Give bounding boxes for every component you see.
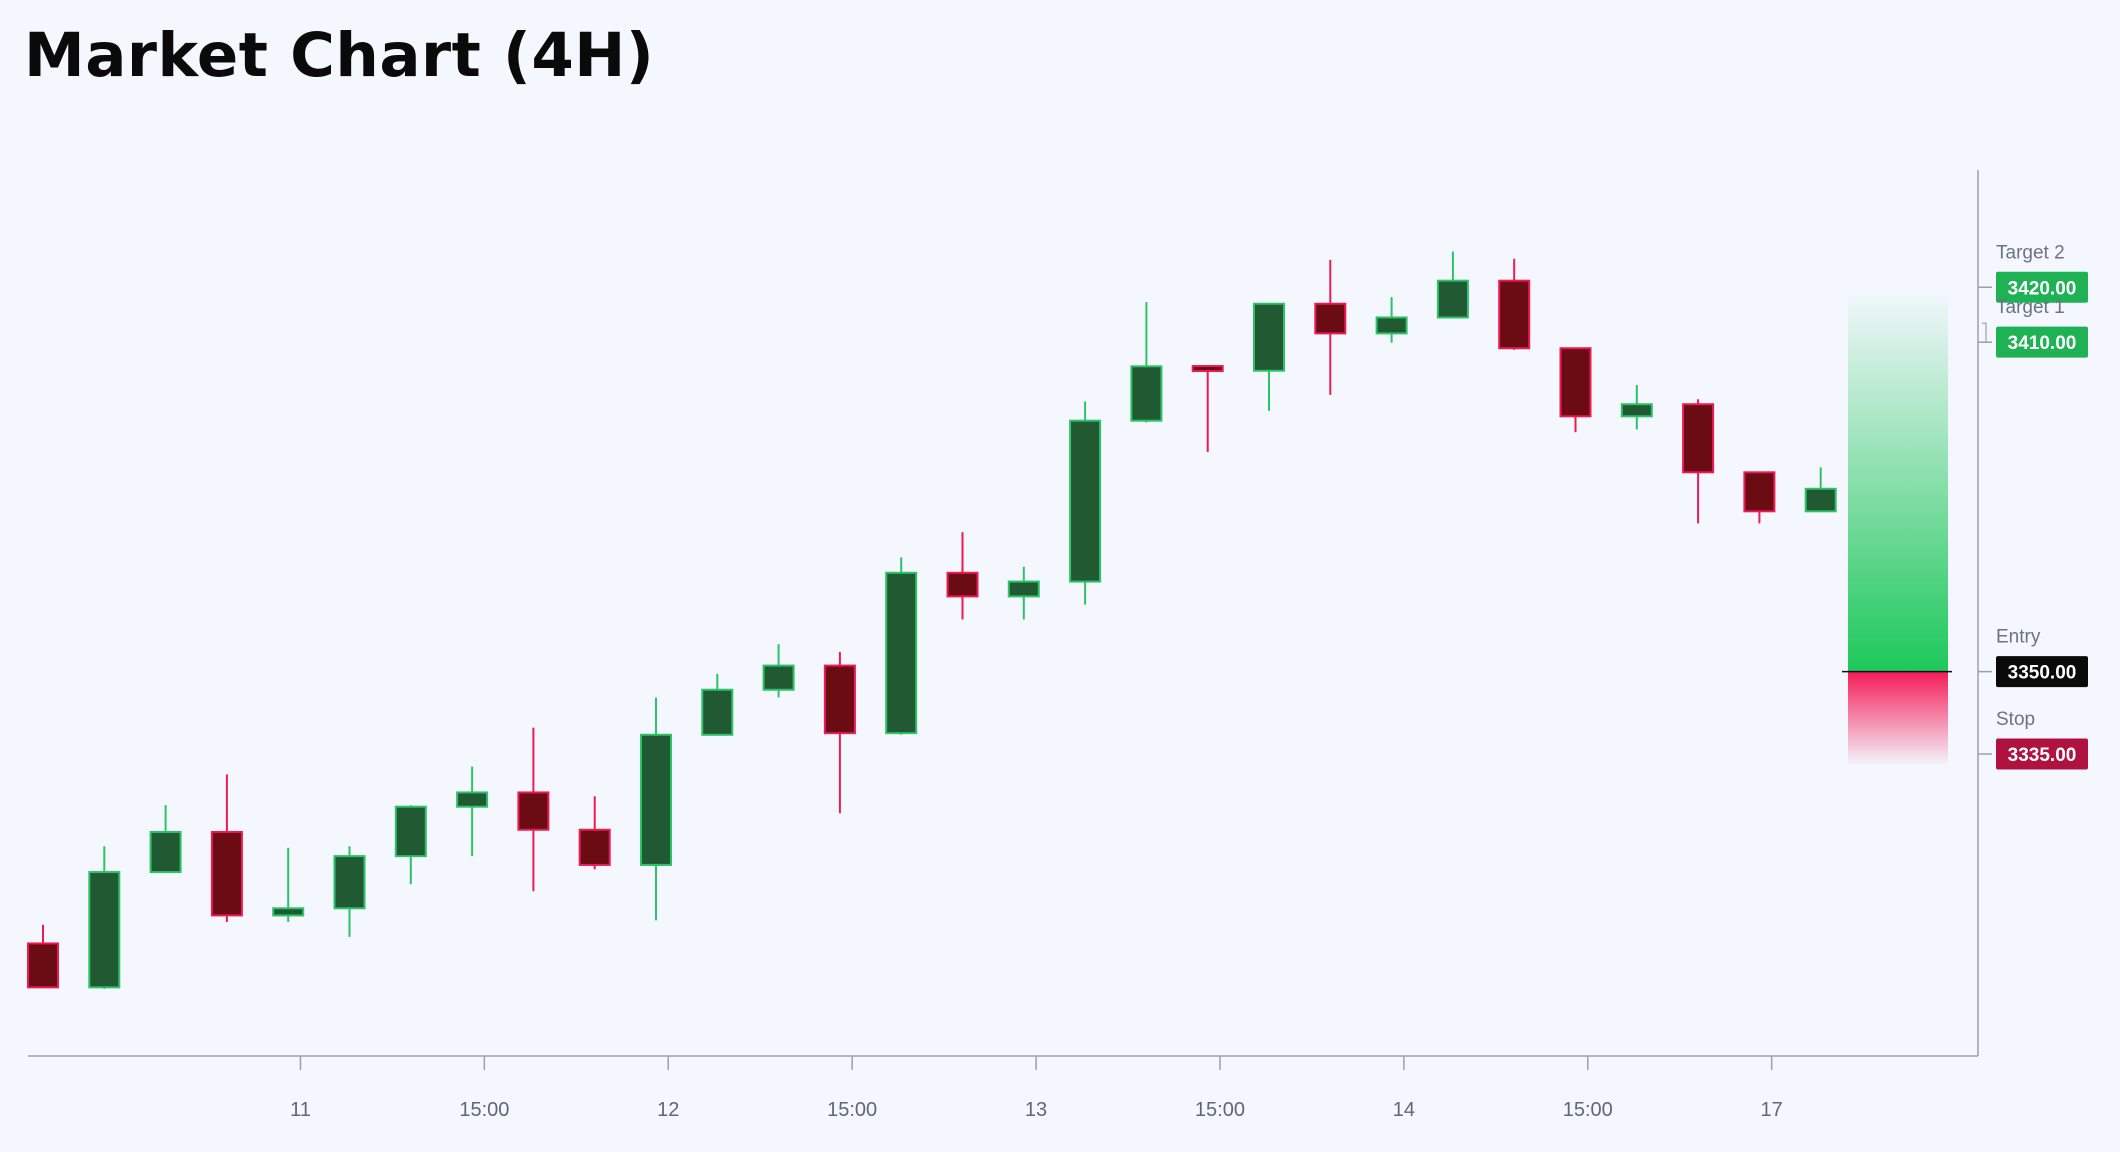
candle-up (272, 847, 305, 923)
candle-down (1682, 399, 1715, 524)
candle-body (1559, 347, 1592, 418)
candle-up (149, 805, 182, 874)
candle-body (1498, 279, 1531, 350)
candle-down (1314, 259, 1347, 395)
candles (27, 251, 1837, 990)
level-stop: Stop 3335.00 (1978, 709, 2088, 770)
candle-body (517, 791, 550, 831)
candle-up (1620, 385, 1653, 430)
candle-body (946, 571, 979, 598)
level-name: Entry (1996, 627, 2041, 648)
candle-down (823, 651, 856, 814)
candle-body (1191, 365, 1224, 373)
chart-title: Market Chart (4H) (24, 20, 655, 91)
candle-body (272, 907, 305, 917)
loss-zone (1848, 671, 1948, 764)
level-entry: Entry 3350.00 (1978, 627, 2088, 688)
level-name: Target 1 (1996, 297, 2065, 318)
level-price-label: 3420.00 (2008, 278, 2077, 299)
level-price-label: 3410.00 (2008, 333, 2077, 354)
candle-body (149, 830, 182, 874)
candle-body (1253, 302, 1285, 372)
candle-down (946, 532, 979, 620)
candle-up (333, 846, 366, 937)
candle-up (1804, 467, 1837, 513)
x-tick-label: 15:00 (1563, 1099, 1613, 1121)
candle-body (1436, 279, 1469, 319)
level-price-badge (1996, 738, 2088, 770)
candle-body (701, 688, 734, 736)
candle-down (1743, 471, 1776, 524)
candle-body (394, 805, 427, 858)
level-target: Target 2 3420.00 (1978, 242, 2088, 303)
x-tick-label: 13 (1025, 1099, 1047, 1121)
candle-body (27, 942, 59, 989)
candle-up (1436, 251, 1469, 319)
candle-body (88, 871, 121, 989)
candle-up (701, 673, 734, 736)
candle-body (1620, 403, 1653, 418)
profit-zone (1848, 295, 1948, 672)
level-target: Target 1 3410.00 (1978, 297, 2088, 358)
candle-up (456, 766, 489, 857)
chart-axes: 11 15:00 12 15:00 13 15:00 14 15:00 17 (28, 170, 1979, 1121)
candle-down (27, 924, 59, 989)
candle-down (1559, 347, 1592, 433)
candle-body (1130, 365, 1163, 422)
target-connector (1982, 322, 1992, 343)
candle-up (885, 557, 918, 735)
level-name: Target 2 (1996, 242, 2065, 263)
candle-body (1007, 580, 1040, 598)
level-name: Stop (1996, 709, 2035, 730)
x-tick-label: 15:00 (459, 1099, 509, 1121)
candle-body (578, 828, 611, 866)
candle-up (1069, 401, 1102, 605)
x-tick-label: 11 (290, 1099, 311, 1121)
candle-down (210, 774, 243, 923)
candle-body (333, 855, 366, 910)
candle-up (88, 846, 121, 990)
candle-body (1743, 471, 1776, 513)
candle-down (1498, 258, 1531, 350)
x-tick-label: 15:00 (1195, 1099, 1245, 1121)
candle-body (885, 571, 918, 735)
candle-up (1130, 302, 1163, 423)
candle-body (640, 733, 672, 866)
candle-body (762, 664, 795, 691)
candle-up (762, 644, 795, 698)
candle-body (1314, 302, 1347, 335)
candle-down (1191, 365, 1224, 452)
x-tick-label: 15:00 (827, 1099, 877, 1121)
candle-down (578, 796, 611, 870)
candle-down (517, 727, 550, 892)
level-price-badge (1996, 656, 2088, 688)
candle-up (1253, 302, 1285, 411)
level-price-badge (1996, 326, 2088, 358)
candle-body (1375, 316, 1408, 335)
candle-body (1069, 419, 1102, 583)
candle-body (210, 830, 243, 917)
x-tick-label: 17 (1761, 1099, 1783, 1121)
x-tick-label: 12 (657, 1099, 679, 1121)
candle-body (1682, 403, 1715, 474)
level-price-badge (1996, 271, 2088, 303)
candle-body (1804, 487, 1837, 513)
candle-up (394, 805, 427, 885)
level-price-label: 3350.00 (2008, 663, 2077, 684)
candle-up (1375, 297, 1408, 343)
candle-body (823, 664, 856, 735)
level-price-label: 3335.00 (2008, 745, 2077, 766)
candle-up (1007, 566, 1040, 620)
candle-up (640, 697, 672, 921)
trade-zones (1842, 295, 1952, 764)
x-tick-label: 14 (1393, 1099, 1415, 1121)
candle-body (456, 791, 489, 808)
